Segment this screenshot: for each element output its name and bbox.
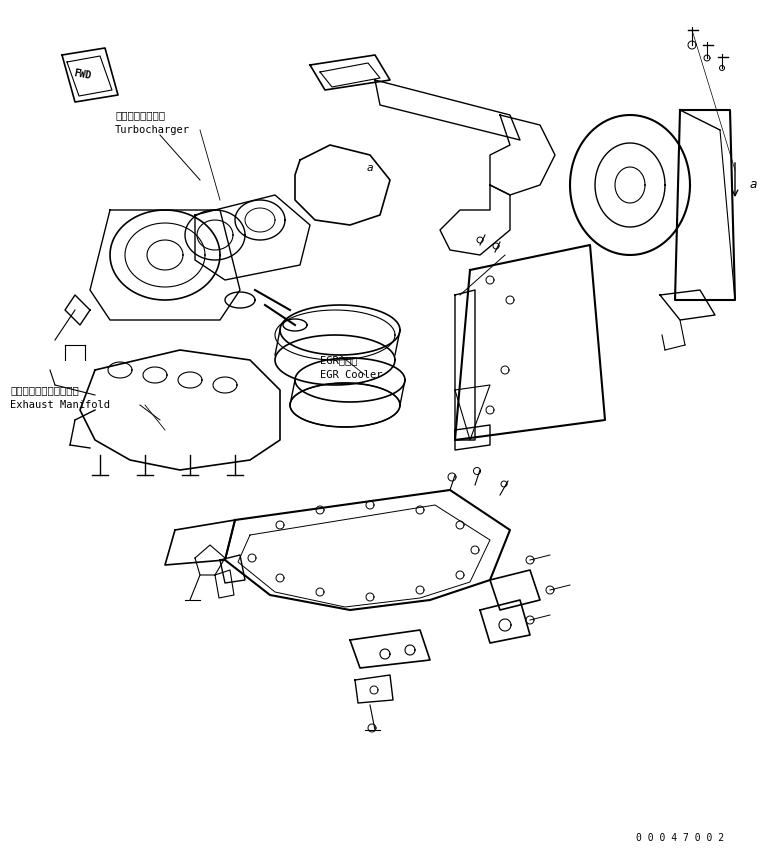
Text: FWD: FWD (73, 69, 92, 82)
Text: a: a (366, 163, 373, 173)
Text: EGR Cooler: EGR Cooler (320, 370, 382, 380)
Text: a: a (750, 179, 757, 191)
Text: ターボチャージャ: ターボチャージャ (115, 110, 165, 120)
Text: Turbocharger: Turbocharger (115, 125, 190, 135)
Text: エキゾーストマニホルド: エキゾーストマニホルド (10, 385, 79, 395)
Text: 0 0 0 4 7 0 0 2: 0 0 0 4 7 0 0 2 (636, 833, 724, 843)
Text: Exhaust Manifold: Exhaust Manifold (10, 400, 110, 410)
Text: EGRクーラ: EGRクーラ (320, 355, 357, 365)
